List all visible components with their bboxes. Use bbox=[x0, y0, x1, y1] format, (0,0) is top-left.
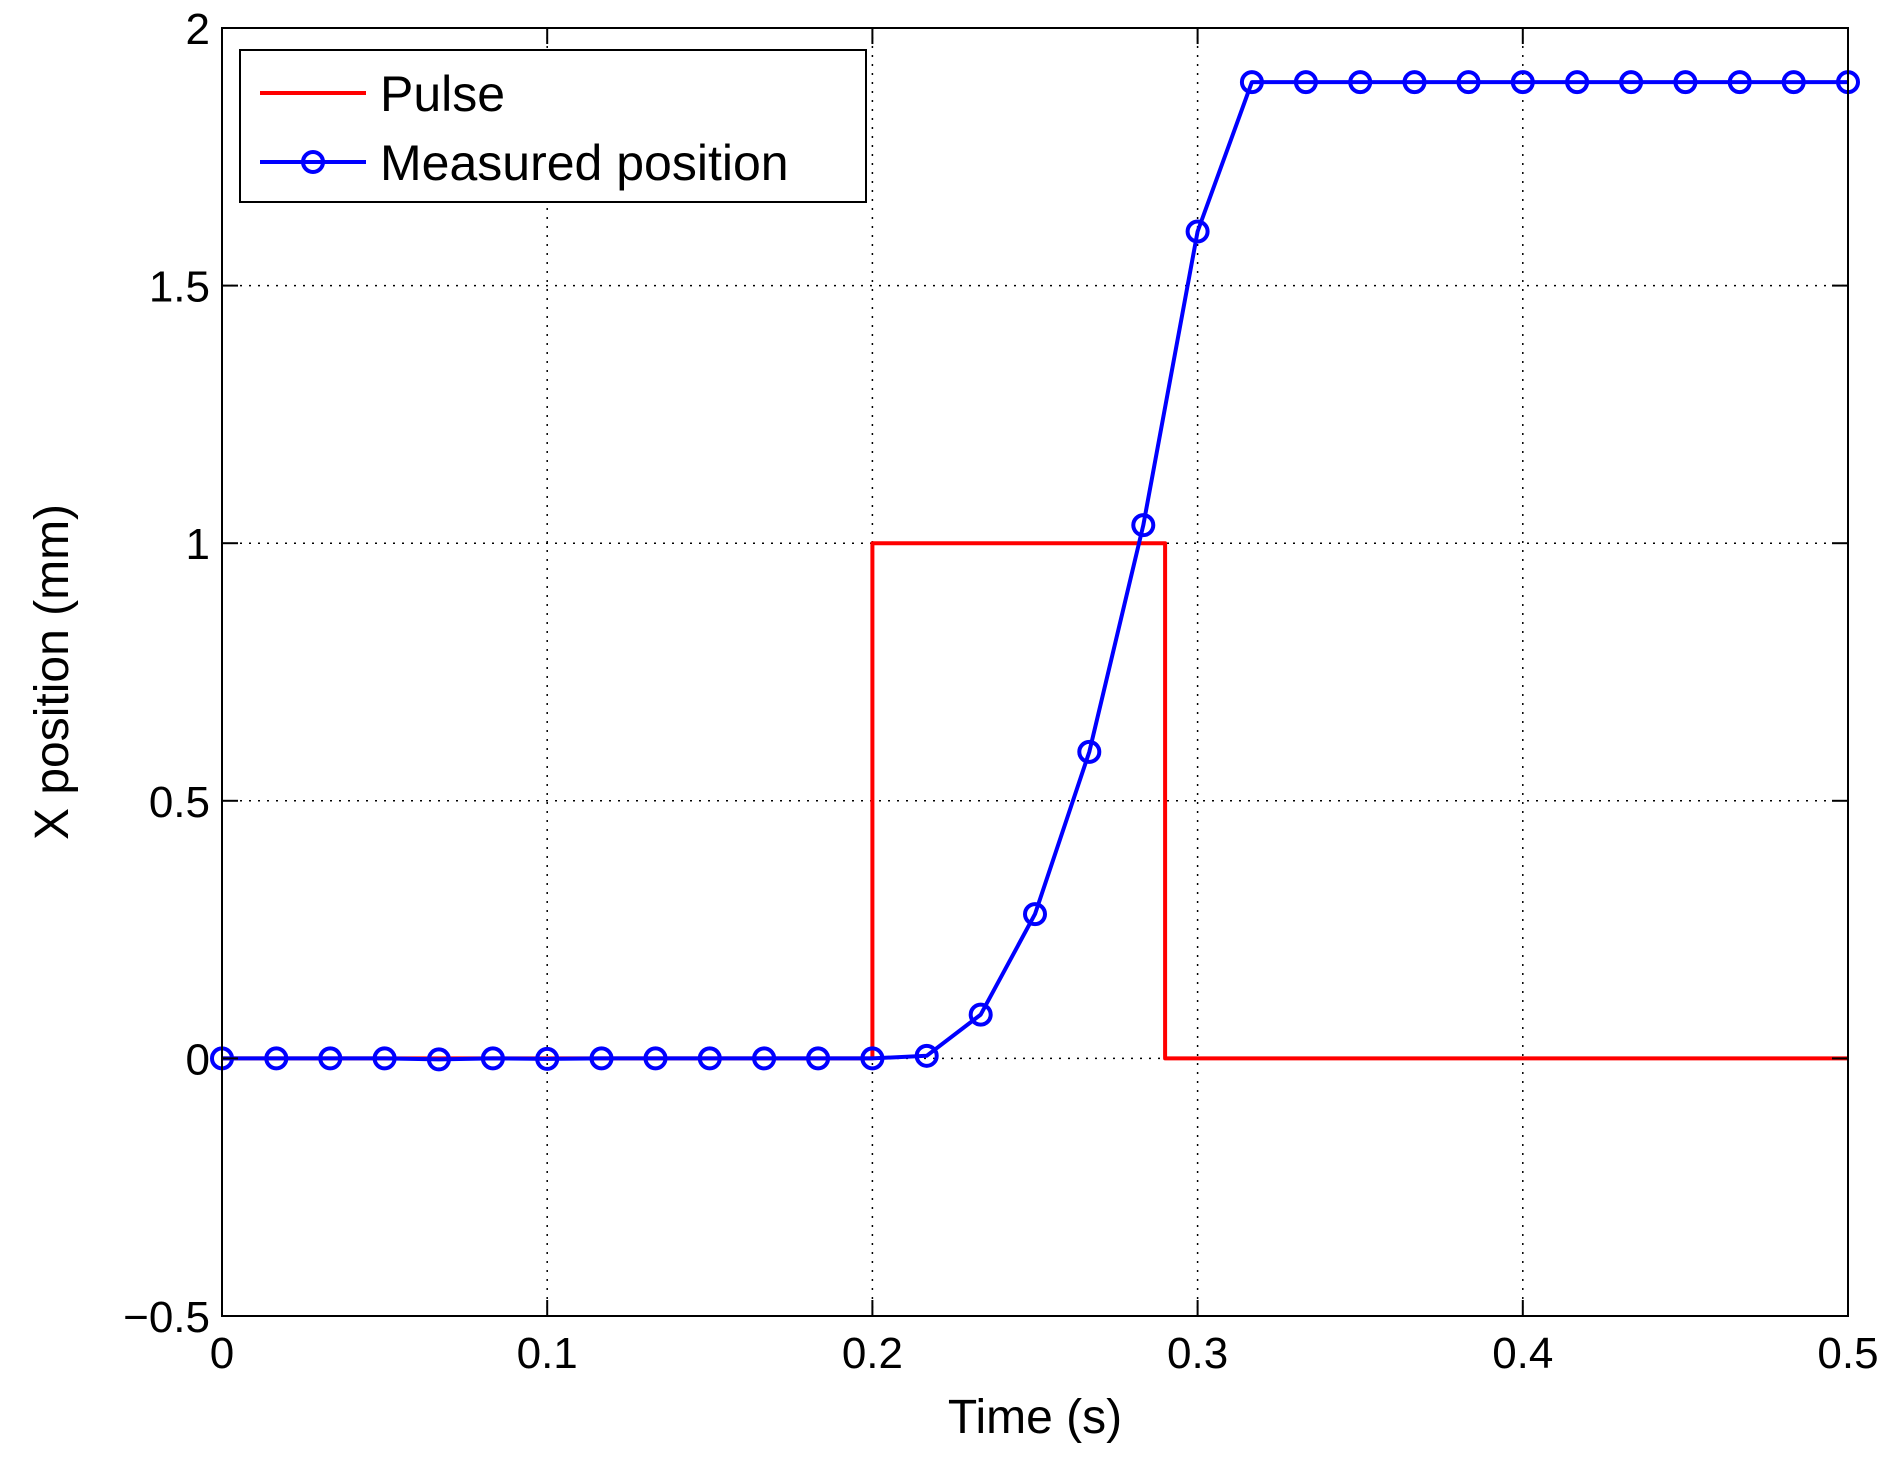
x-tick-label: 0.5 bbox=[1817, 1329, 1878, 1378]
x-tick-label: 0.1 bbox=[517, 1329, 578, 1378]
legend-label-measured-position: Measured position bbox=[380, 135, 789, 191]
data-point-measured-position bbox=[1293, 70, 1318, 95]
y-tick-label: 0 bbox=[186, 1035, 210, 1084]
data-point-measured-position bbox=[372, 1046, 397, 1071]
data-point-measured-position bbox=[968, 1002, 993, 1027]
data-point-measured-position bbox=[697, 1046, 722, 1071]
data-point-measured-position bbox=[426, 1047, 451, 1072]
data-point-measured-position bbox=[752, 1046, 777, 1071]
x-axis-label: Time (s) bbox=[948, 1391, 1122, 1444]
series-layer bbox=[210, 70, 1860, 1072]
legend-box bbox=[239, 49, 867, 203]
data-point-measured-position bbox=[1402, 70, 1427, 95]
data-point-measured-position bbox=[535, 1046, 560, 1071]
legend: Pulse Measured position bbox=[239, 49, 867, 203]
data-point-measured-position bbox=[914, 1043, 939, 1068]
data-point-measured-position bbox=[806, 1046, 831, 1071]
x-tick-label: 0 bbox=[210, 1329, 234, 1378]
data-point-measured-position bbox=[1077, 739, 1102, 764]
x-tick-label: 0.3 bbox=[1167, 1329, 1228, 1378]
series-line-measured-position bbox=[222, 80, 1848, 1062]
x-tick-label: 0.4 bbox=[1492, 1329, 1553, 1378]
data-point-measured-position bbox=[1185, 219, 1210, 244]
data-point-measured-position bbox=[1619, 70, 1644, 95]
plot-area bbox=[222, 28, 1848, 1316]
data-point-measured-position bbox=[1727, 70, 1752, 95]
x-tick-label: 0.2 bbox=[842, 1329, 903, 1378]
data-point-measured-position bbox=[1131, 513, 1156, 538]
y-tick-label: 1.5 bbox=[149, 263, 210, 312]
y-tick-label: 0.5 bbox=[149, 778, 210, 827]
data-point-measured-position bbox=[1239, 70, 1264, 95]
data-point-measured-position bbox=[1781, 70, 1806, 95]
data-point-measured-position bbox=[264, 1046, 289, 1071]
data-point-measured-position bbox=[860, 1046, 885, 1071]
data-point-measured-position bbox=[1023, 902, 1047, 927]
data-point-measured-position bbox=[1348, 70, 1373, 95]
data-point-measured-position bbox=[643, 1046, 668, 1071]
data-point-measured-position bbox=[480, 1046, 505, 1071]
data-point-measured-position bbox=[589, 1046, 614, 1071]
y-tick-label: −0.5 bbox=[123, 1293, 210, 1342]
data-point-measured-position bbox=[1673, 70, 1698, 95]
legend-marker-measured-position bbox=[301, 150, 325, 174]
data-point-measured-position bbox=[318, 1046, 343, 1071]
y-tick-label: 2 bbox=[186, 5, 210, 54]
y-tick-label: 1 bbox=[186, 520, 210, 569]
data-point-measured-position bbox=[1510, 70, 1535, 95]
data-point-measured-position bbox=[1456, 70, 1481, 95]
y-axis-label: X position (mm) bbox=[26, 504, 79, 840]
legend-label-pulse: Pulse bbox=[380, 66, 505, 122]
plot-frame bbox=[221, 27, 1849, 1317]
ticks: 0 0.1 0.2 0.3 0.4 0.5−0.500.511.52 bbox=[123, 5, 1878, 1378]
data-point-measured-position bbox=[1565, 70, 1590, 95]
